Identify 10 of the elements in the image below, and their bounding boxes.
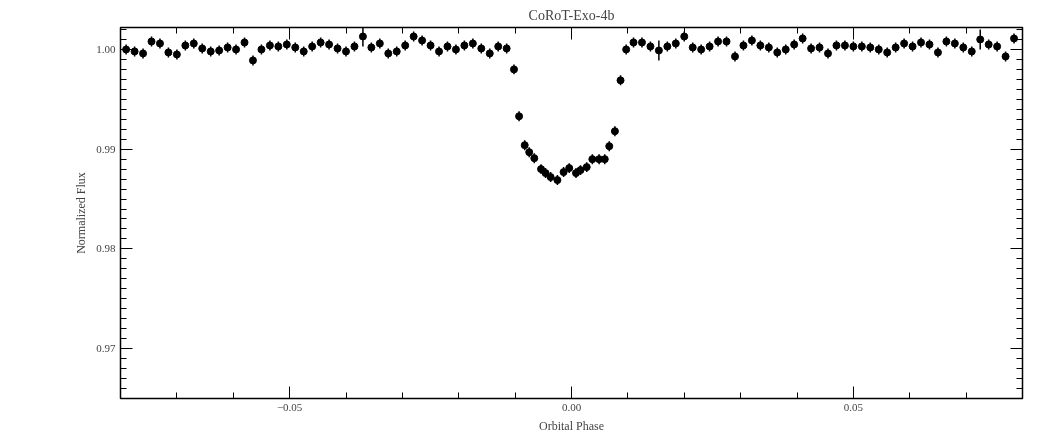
y-tick-label: 0.97: [96, 342, 116, 355]
x-tick-label: 0.05: [843, 400, 864, 413]
x-tick-label: 0.00: [561, 400, 582, 413]
y-tick-label: 0.99: [96, 142, 116, 155]
x-tick-label: −0.05: [276, 400, 303, 413]
chart-title: CoRoT-Exo-4b: [528, 7, 615, 23]
y-tick-label: 0.98: [96, 242, 116, 255]
x-axis-title: Orbital Phase: [539, 418, 605, 433]
y-axis-title: Normalized Flux: [74, 172, 89, 254]
y-tick-label: 1.00: [96, 42, 116, 55]
